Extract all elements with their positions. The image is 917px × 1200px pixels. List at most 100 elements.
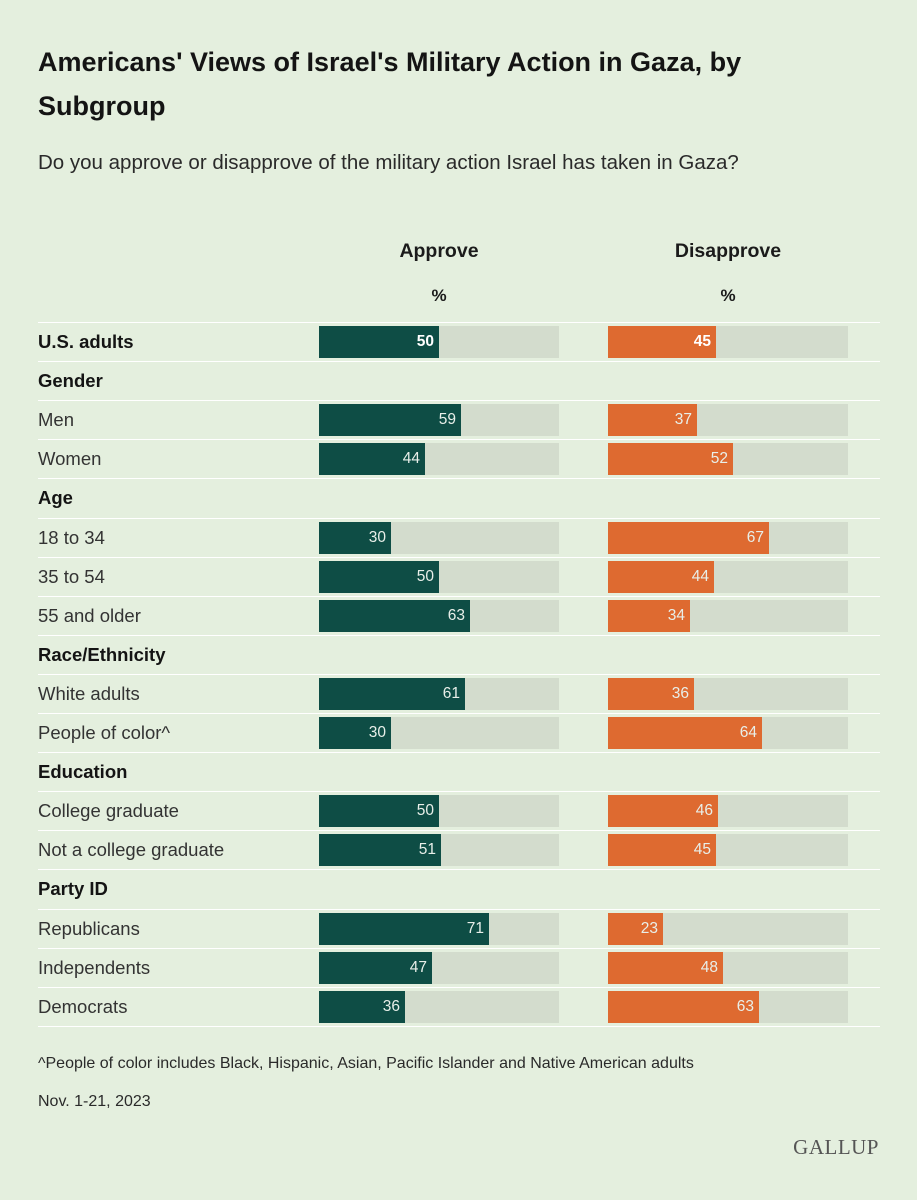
disapprove-value-55-and-older: 34 <box>667 607 685 624</box>
approve-value-men: 59 <box>438 411 456 428</box>
disapprove-value-college-graduate: 46 <box>695 802 713 819</box>
disapprove-value-white-adults: 36 <box>671 685 689 702</box>
approve-track-college-graduate: 50 <box>319 795 559 827</box>
approve-bar-democrats: 36 <box>319 991 405 1023</box>
disapprove-value-18-to-34: 67 <box>746 529 764 546</box>
approve-unit-label: % <box>431 286 447 305</box>
disapprove-bar-35-to-54: 44 <box>608 561 714 593</box>
approve-value-not-a-college-graduate: 51 <box>418 841 436 858</box>
approve-value-people-of-color: 30 <box>368 724 386 741</box>
approve-bar-independents: 47 <box>319 952 432 984</box>
approve-value-u-s-adults: 50 <box>416 333 434 350</box>
approve-bar-college-graduate: 50 <box>319 795 439 827</box>
row-label-democrats: Democrats <box>38 996 128 1017</box>
group-label-party-id: Party ID <box>38 878 108 899</box>
approve-track-democrats: 36 <box>319 991 559 1023</box>
disapprove-value-not-a-college-graduate: 45 <box>693 841 711 858</box>
disapprove-track-18-to-34: 67 <box>608 522 848 554</box>
disapprove-bar-18-to-34: 67 <box>608 522 769 554</box>
row-divider <box>38 987 880 988</box>
approve-track-55-and-older: 63 <box>319 600 559 632</box>
disapprove-track-u-s-adults: 45 <box>608 326 848 358</box>
approve-value-white-adults: 61 <box>442 685 460 702</box>
group-label-gender: Gender <box>38 370 103 391</box>
approve-value-women: 44 <box>402 450 420 467</box>
disapprove-track-college-graduate: 46 <box>608 795 848 827</box>
row-label-people-of-color: People of color^ <box>38 722 171 743</box>
disapprove-bar-college-graduate: 46 <box>608 795 718 827</box>
disapprove-track-people-of-color: 64 <box>608 717 848 749</box>
row-label-independents: Independents <box>38 957 151 978</box>
approve-column-header: Approve <box>399 240 479 262</box>
row-divider <box>38 322 880 323</box>
row-divider <box>38 518 880 519</box>
disapprove-bar-men: 37 <box>608 404 697 436</box>
disapprove-bar-people-of-color: 64 <box>608 717 762 749</box>
approve-track-independents: 47 <box>319 952 559 984</box>
row-divider <box>38 830 880 831</box>
disapprove-column-header: Disapprove <box>674 240 782 262</box>
survey-date: Nov. 1-21, 2023 <box>38 1093 151 1110</box>
gallup-logo: GALLUP <box>793 1135 879 1159</box>
row-divider <box>38 478 880 479</box>
row-label-not-a-college-graduate: Not a college graduate <box>38 839 225 860</box>
approve-track-white-adults: 61 <box>319 678 559 710</box>
disapprove-track-55-and-older: 34 <box>608 600 848 632</box>
row-divider <box>38 909 880 910</box>
row-divider <box>38 439 880 440</box>
disapprove-value-people-of-color: 64 <box>739 724 757 741</box>
disapprove-value-35-to-54: 44 <box>691 568 709 585</box>
disapprove-track-men: 37 <box>608 404 848 436</box>
row-divider <box>38 948 880 949</box>
disapprove-bar-independents: 48 <box>608 952 723 984</box>
row-label-18-to-34: 18 to 34 <box>38 527 105 548</box>
approve-track-republicans: 71 <box>319 913 559 945</box>
row-divider <box>38 752 880 753</box>
disapprove-value-independents: 48 <box>700 959 718 976</box>
row-label-republicans: Republicans <box>38 918 140 939</box>
disapprove-track-women: 52 <box>608 443 848 475</box>
row-label-women: Women <box>38 448 102 469</box>
group-label-education: Education <box>38 761 128 782</box>
approve-bar-republicans: 71 <box>319 913 489 945</box>
approve-bar-35-to-54: 50 <box>319 561 439 593</box>
row-label-55-and-older: 55 and older <box>38 605 141 626</box>
row-divider <box>38 635 880 636</box>
approve-track-people-of-color: 30 <box>319 717 559 749</box>
disapprove-bar-white-adults: 36 <box>608 678 694 710</box>
approve-value-18-to-34: 30 <box>368 529 386 546</box>
approve-value-independents: 47 <box>409 959 427 976</box>
row-divider <box>38 869 880 870</box>
group-label-age: Age <box>38 487 73 508</box>
approve-track-u-s-adults: 50 <box>319 326 559 358</box>
row-divider <box>38 1026 880 1027</box>
approve-bar-not-a-college-graduate: 51 <box>319 834 441 866</box>
approve-bar-white-adults: 61 <box>319 678 465 710</box>
approve-bar-people-of-color: 30 <box>319 717 391 749</box>
row-divider <box>38 557 880 558</box>
row-divider <box>38 596 880 597</box>
disapprove-track-republicans: 23 <box>608 913 848 945</box>
disapprove-bar-republicans: 23 <box>608 913 663 945</box>
approve-value-35-to-54: 50 <box>416 568 434 585</box>
row-label-35-to-54: 35 to 54 <box>38 566 105 587</box>
approve-track-18-to-34: 30 <box>319 522 559 554</box>
row-divider <box>38 713 880 714</box>
disapprove-bar-u-s-adults: 45 <box>608 326 716 358</box>
approve-value-college-graduate: 50 <box>416 802 434 819</box>
approve-value-55-and-older: 63 <box>447 607 465 624</box>
approve-track-not-a-college-graduate: 51 <box>319 834 559 866</box>
approve-bar-55-and-older: 63 <box>319 600 470 632</box>
disapprove-value-men: 37 <box>674 411 692 428</box>
approve-bar-men: 59 <box>319 404 461 436</box>
group-label-race-ethnicity: Race/Ethnicity <box>38 644 166 665</box>
disapprove-track-independents: 48 <box>608 952 848 984</box>
disapprove-track-not-a-college-graduate: 45 <box>608 834 848 866</box>
disapprove-value-republicans: 23 <box>640 920 658 937</box>
chart-title: Americans' Views of Israel's Military Ac… <box>38 47 742 121</box>
approve-value-democrats: 36 <box>382 998 400 1015</box>
approve-bar-18-to-34: 30 <box>319 522 391 554</box>
disapprove-bar-democrats: 63 <box>608 991 759 1023</box>
chart-subtitle: Do you approve or disapprove of the mili… <box>38 151 739 174</box>
row-divider <box>38 400 880 401</box>
